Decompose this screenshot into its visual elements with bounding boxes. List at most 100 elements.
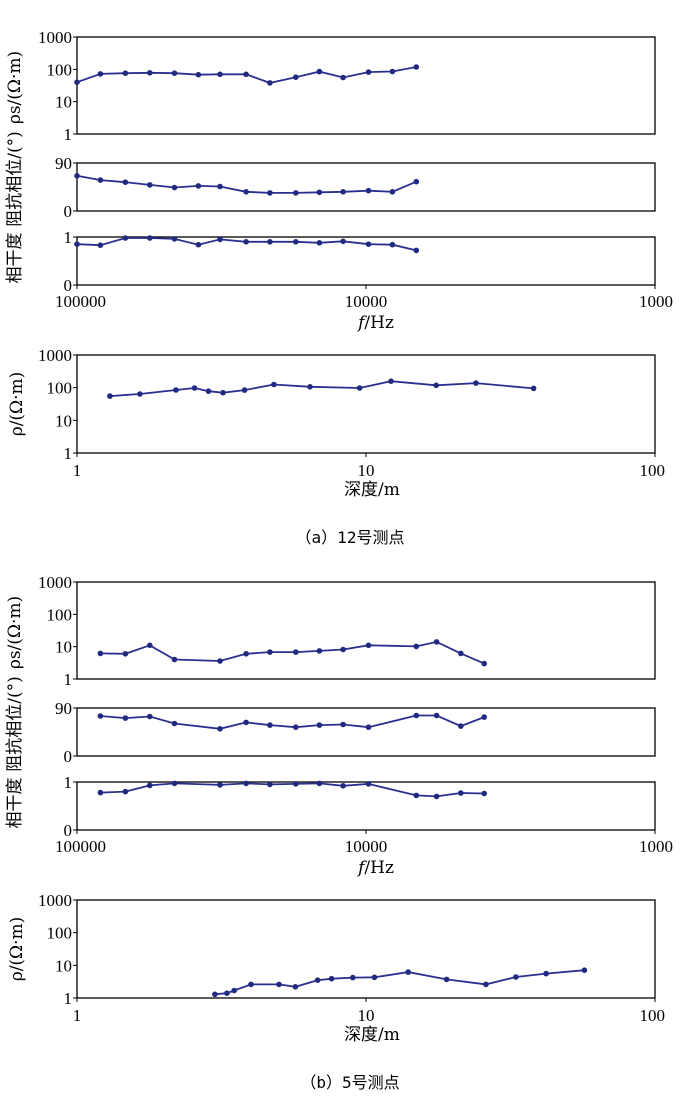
- panel_b-phase-ylabel: 阻抗相位/(°): [5, 676, 25, 772]
- panel_a-coh-series-point-10: [316, 240, 323, 246]
- panel_a-coh-series-point-0: [74, 241, 80, 247]
- panel_b-phase-series-point-7: [293, 724, 299, 730]
- panel_a-rho-series-point-8: [267, 80, 273, 86]
- panel_b-freq-xlabel-var: f: [356, 858, 367, 878]
- panel_b-rho-series-point-2: [147, 642, 153, 649]
- panel_a-freq-xtick-0: 100000: [55, 292, 106, 311]
- panel_a-phase-series-point-5: [195, 183, 202, 189]
- panel_b-depth-series-point-4: [276, 981, 282, 988]
- panel_a-coh-series: [74, 235, 420, 254]
- panel_b-rho-series-point-3: [171, 656, 178, 663]
- panel_a-depth-series: [107, 378, 537, 399]
- panel_b-rho-series-line: [100, 640, 485, 665]
- panel_a-rho-series-point-11: [340, 74, 346, 81]
- panel_a-phase-series-point-12: [365, 187, 372, 194]
- panel_a-depth-series-point-1: [137, 391, 143, 397]
- panel_a-coh-series-point-5: [195, 241, 202, 248]
- panel_b-depth-series-point-12: [483, 981, 489, 988]
- panel_b-phase-series-point-3: [171, 720, 178, 727]
- panel_b-rho-series-point-11: [413, 643, 420, 650]
- panel_b-coh-ylabel: 相干度: [5, 778, 25, 829]
- panel_a-phase-series-point-11: [340, 189, 346, 195]
- panel_b-depth-series-point-15: [581, 967, 588, 973]
- panel_a-coh-series-point-9: [293, 239, 299, 245]
- panel_a-rho-ytick-100: 100: [47, 60, 73, 79]
- panel_b-depth-series-point-11: [443, 976, 450, 983]
- panel_b-depth-ytick-1: 1: [64, 989, 73, 1008]
- panel_b-rho-series-point-14: [481, 660, 488, 667]
- panel_b-coh-series-point-11: [413, 792, 420, 799]
- panel_b-depth-ytick-1000: 1000: [38, 891, 72, 910]
- panel_a-rho-series-point-0: [74, 79, 80, 85]
- panel_b-coh-series-point-8: [316, 780, 323, 787]
- panel_a-coh-series-point-12: [365, 241, 372, 247]
- panel_b-phase-series-point-5: [243, 719, 249, 726]
- panel_b-coh-series: [97, 780, 488, 800]
- panel_a-depth-series-point-7: [271, 381, 277, 388]
- panel_b-depth-ylabel: ρ/(Ω·m): [7, 917, 27, 982]
- panel_a-freq-xtick-1: 10000: [345, 292, 388, 311]
- panel_b-depth-series: [212, 967, 588, 998]
- panel_b-freq-xtick-1: 10000: [345, 837, 388, 856]
- panel_a-rho-ytick-1: 1: [64, 125, 73, 144]
- panel_a-depth-series-point-9: [356, 385, 363, 391]
- panel_a-rho-series-point-9: [293, 74, 299, 80]
- panel_b-rho-series-point-12: [433, 639, 440, 645]
- panel_a-rho-series: [74, 64, 420, 86]
- panel_b-coh-series-point-14: [481, 790, 488, 797]
- panel_a-depth-series-point-11: [433, 382, 440, 389]
- panel_a-depth-ytick-1000: 1000: [38, 346, 72, 365]
- panel_a-depth-series-point-5: [220, 389, 226, 396]
- panel_a-rho-series-point-14: [413, 64, 420, 70]
- panel_a-depth-series-point-12: [473, 380, 479, 386]
- panel_a-rho-series-point-7: [243, 71, 249, 78]
- panel_b-coh-series-point-3: [171, 780, 178, 787]
- panel_b-depth-ytick-10: 10: [55, 956, 72, 975]
- panel_b-phase-series-point-2: [147, 713, 153, 720]
- panel_a-phase-series-point-6: [217, 183, 223, 190]
- panel_a-phase-series-point-0: [74, 173, 80, 179]
- panel_b-depth-series-line: [214, 969, 585, 996]
- panel_a-depth-frame: [76, 354, 656, 454]
- panel_a-phase-ytick-0: 0: [64, 202, 73, 221]
- panel_b-depth-series-point-5: [292, 984, 299, 990]
- panel_b-coh-series-point-10: [365, 781, 372, 787]
- panel_a-phase-series-point-4: [171, 184, 178, 191]
- panel_b-rho-series-point-5: [243, 651, 249, 657]
- panel_a-depth-ytick-1: 1: [64, 444, 73, 463]
- panel_a-rho-series-point-5: [195, 71, 202, 78]
- panel_a-phase-series-point-14: [413, 178, 420, 185]
- panel_b-phase-series: [97, 712, 488, 732]
- panel_a-depth-series-point-2: [173, 387, 179, 393]
- panel_b-depth-series-point-3: [248, 981, 254, 988]
- panel_b-rho-series-point-0: [97, 650, 104, 657]
- panel_b-depth-xtick-1: 1: [73, 1006, 82, 1025]
- panel_b-coh-frame: [76, 781, 656, 831]
- panel_b-coh-series-point-6: [267, 781, 273, 788]
- panel_b-depth-series-point-14: [543, 970, 549, 977]
- panel_b-freq-xtick-2: 1000: [639, 837, 673, 856]
- panel_a-freq-xlabel: f/Hz: [356, 313, 394, 333]
- panel_b-depth-xtick-100: 100: [640, 1006, 666, 1025]
- panel_a-rho-ylabel: ρs/(Ω·m): [5, 51, 25, 124]
- panel_b-rho-ylabel: ρs/(Ω·m): [5, 596, 25, 669]
- panel_a-depth-xtick-10: 10: [358, 461, 375, 480]
- panel_b-coh-series-point-0: [97, 789, 104, 796]
- panel_a-coh-series-point-4: [171, 236, 178, 242]
- panel_a-phase-series-point-3: [147, 182, 153, 188]
- panel_b-coh-series-point-13: [458, 790, 464, 796]
- panel_a-rho-series-point-6: [217, 71, 223, 78]
- panel_a-freq-xlabel-var: f: [356, 313, 367, 333]
- panel_a-phase-series-point-9: [293, 190, 299, 196]
- panel_b-phase-frame: [76, 707, 656, 757]
- panel_b-phase-series-point-4: [217, 726, 223, 732]
- panel_a-coh-series-point-2: [122, 235, 129, 241]
- panel_a-coh-series-point-11: [340, 238, 346, 245]
- panel_a-depth-series-point-6: [241, 387, 248, 393]
- panel_b-phase-series-line: [100, 714, 485, 730]
- panel_a-depth-ytick-100: 100: [47, 379, 73, 398]
- panel_a-phase-frame: [76, 162, 656, 212]
- panel_b-phase-series-point-11: [413, 712, 420, 719]
- panel_b-depth-xtick-10: 10: [358, 1006, 375, 1025]
- panel_b-rho-series-point-7: [293, 649, 299, 655]
